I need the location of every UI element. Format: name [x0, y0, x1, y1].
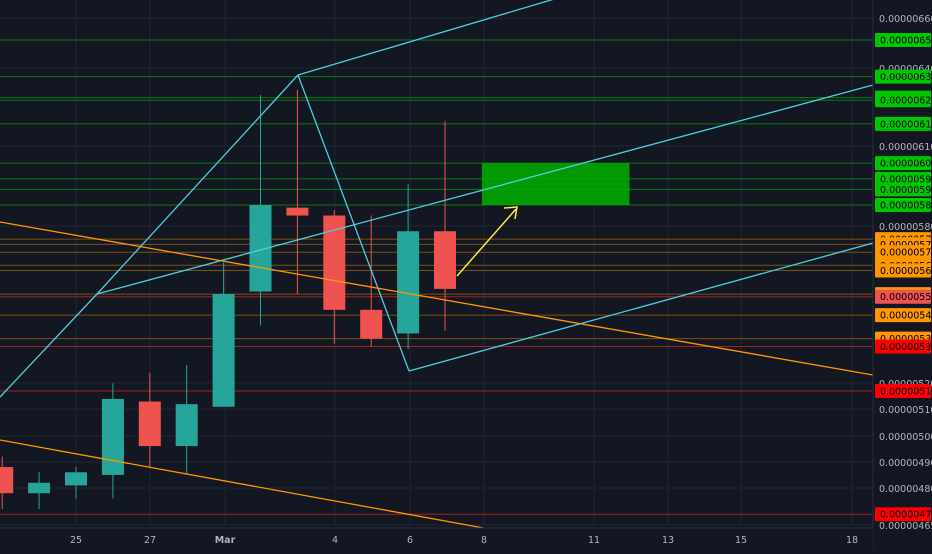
candle-body [101, 398, 124, 475]
y-tick-label: 0.00000510 [879, 405, 932, 416]
grid [0, 0, 873, 526]
trendline [0, 221, 874, 376]
pitchfork-line [297, 0, 554, 76]
y-tick-label: 0.00000465 [879, 521, 932, 532]
y-tick-label: 0.00000580 [879, 222, 932, 233]
price-label-bg [875, 156, 931, 171]
y-tick-label: 0.00000490 [879, 458, 932, 469]
projection-arrow [456, 208, 517, 277]
trendline [0, 439, 501, 532]
price-label-bg [875, 116, 931, 131]
price-label: 0.00000604 [880, 159, 932, 170]
x-tick-label: 6 [407, 535, 413, 546]
price-label: 0.00000628 [880, 96, 932, 107]
price-label-bg [875, 384, 931, 399]
candle-body [212, 294, 235, 407]
candle-body [249, 205, 272, 292]
candle-body [0, 467, 14, 494]
price-label: 0.00000588 [880, 201, 932, 212]
price-label-bg [875, 308, 931, 323]
x-tick-label: 27 [144, 535, 156, 546]
pitchfork-median [96, 84, 874, 295]
price-label-bg [875, 93, 931, 108]
candle-body [360, 309, 383, 339]
y-tick-label: 0.00000500 [879, 432, 932, 443]
pitchfork-line [96, 74, 299, 295]
pitchfork-line [297, 74, 410, 372]
time-axis-bg [0, 528, 873, 550]
candle-body [28, 482, 51, 494]
price-label-bg [875, 263, 931, 278]
y-tick-label: 0.00000480 [879, 484, 932, 495]
candle-body [397, 231, 420, 334]
pitchfork-line [408, 242, 874, 372]
price-label: 0.00000534 [880, 342, 932, 353]
price-label-bg [875, 69, 931, 84]
x-tick-label: 4 [332, 535, 338, 546]
x-tick-label: 25 [70, 535, 82, 546]
x-tick-label: 15 [735, 535, 747, 546]
price-label-bg [875, 198, 931, 213]
price-label: 0.00000637 [880, 72, 932, 83]
candle-body [323, 215, 346, 310]
price-label: 0.00000619 [880, 119, 932, 130]
price-label: 0.00000470 [880, 510, 932, 521]
pitchfork-line [0, 293, 98, 398]
drawings [0, 0, 874, 532]
candle-body [65, 472, 87, 486]
x-tick-label: 11 [588, 535, 600, 546]
price-axis: 0.00000660 0.00000640 0.00000610 0.00000580… [872, 0, 932, 550]
price-label-bg [875, 289, 931, 304]
price-label: 0.00000570 [880, 248, 932, 259]
price-label-bg [875, 32, 931, 47]
price-label: 0.00000563 [880, 266, 932, 277]
candle-body [138, 401, 161, 447]
arrow-head [503, 206, 518, 220]
price-label: 0.00000651 [880, 35, 932, 46]
y-tick-label: 0.00000640 [879, 64, 932, 75]
x-tick-label: 8 [481, 535, 487, 546]
time-axis: 25 27 Mar 4 6 8 11 13 15 18 [0, 527, 873, 550]
price-label-bg [875, 339, 931, 354]
x-tick-label: 13 [662, 535, 674, 546]
price-label: 0.00000553 [880, 292, 932, 303]
price-label-bg [875, 245, 931, 260]
price-label: 0.00000594 [880, 185, 932, 196]
price-label: 0.00000546 [880, 311, 932, 322]
candle-body [175, 404, 198, 447]
x-tick-label: 18 [846, 535, 858, 546]
x-tick-label: Mar [215, 535, 236, 546]
price-label: 0.00000598 [880, 174, 932, 185]
y-tick-label: 0.00000610 [879, 142, 932, 153]
candles [0, 89, 456, 509]
y-tick-label: 0.00000660 [879, 14, 932, 25]
candle-body [286, 207, 309, 216]
price-label-bg [875, 182, 931, 197]
price-label-bg [875, 507, 931, 522]
candle-body [434, 231, 456, 289]
price-label: 0.00000517 [880, 387, 932, 398]
